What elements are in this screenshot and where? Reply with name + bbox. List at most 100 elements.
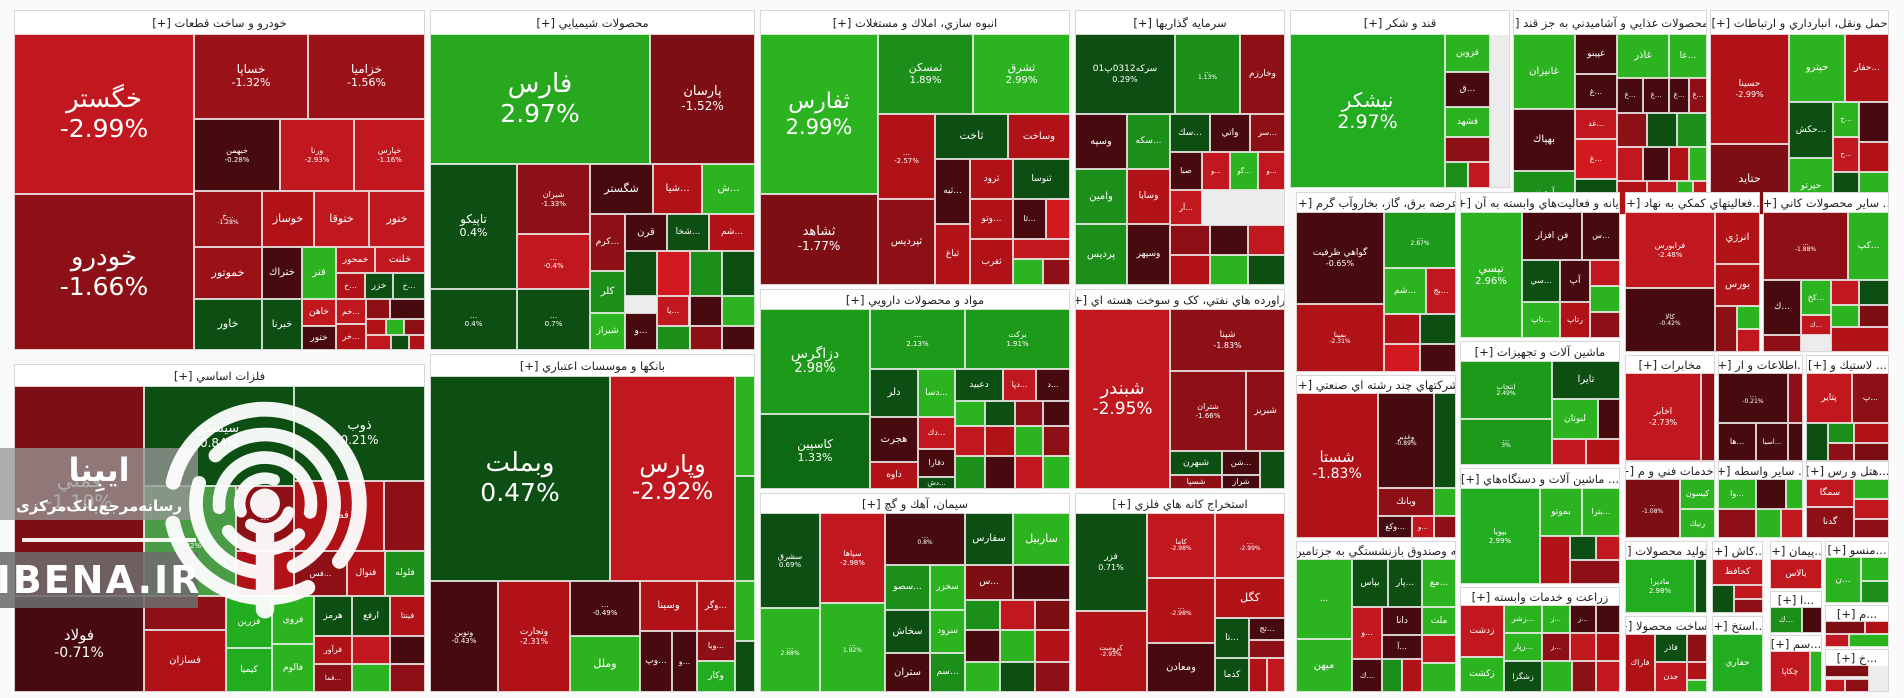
tile-symbol[interactable]: رنيك bbox=[1680, 509, 1715, 538]
tile-cell[interactable] bbox=[1013, 239, 1070, 259]
tile-cell[interactable] bbox=[1687, 680, 1707, 692]
tile-symbol[interactable]: داوه bbox=[870, 462, 918, 489]
tile-symbol[interactable]: ... 2.13% bbox=[870, 309, 965, 369]
tile-cell[interactable] bbox=[955, 426, 985, 456]
tile-symbol[interactable]: شبندر -2.95% bbox=[1075, 309, 1170, 489]
tile-cell[interactable] bbox=[1043, 426, 1070, 456]
tile-symbol[interactable]: خپارس -1.16% bbox=[354, 119, 425, 191]
tile-cell[interactable] bbox=[1000, 630, 1035, 662]
tile-cell[interactable] bbox=[1845, 679, 1869, 692]
tile-symbol[interactable]: قشهد bbox=[1445, 107, 1490, 137]
tile-symbol[interactable]: ختراك bbox=[262, 247, 302, 299]
tile-symbol[interactable]: وبانك bbox=[1378, 488, 1434, 516]
tile-cell[interactable] bbox=[955, 401, 985, 426]
tile-symbol[interactable]: بپاس bbox=[1352, 559, 1388, 607]
tile-cell[interactable] bbox=[1445, 137, 1490, 162]
tile-symbol[interactable]: ...و bbox=[1412, 516, 1434, 538]
tile-symbol[interactable]: رتاپ bbox=[1560, 302, 1590, 338]
tile-symbol[interactable]: پتاير bbox=[1806, 373, 1852, 423]
tile-symbol[interactable]: دزاگرس 2.98% bbox=[760, 309, 870, 414]
tile-symbol[interactable]: ...غ bbox=[1575, 139, 1617, 179]
tile-cell[interactable] bbox=[1590, 260, 1620, 286]
tile-symbol[interactable]: حسينا -2.99% bbox=[1710, 34, 1789, 144]
sector-header-metal-mining[interactable]: استخراج کانه هاي فلزي [+] bbox=[1076, 494, 1284, 514]
tile-cell[interactable] bbox=[386, 319, 404, 335]
tile-symbol[interactable]: ثاخت bbox=[935, 114, 1008, 159]
tile-symbol[interactable]: شيراز bbox=[590, 313, 625, 350]
tile-cell[interactable] bbox=[985, 456, 1015, 489]
tile-symbol[interactable]: زکشت bbox=[1460, 657, 1504, 692]
tile-symbol[interactable]: خزر bbox=[365, 273, 393, 299]
tile-symbol[interactable]: ثشرق 2.99% bbox=[973, 34, 1070, 114]
tile-cell[interactable] bbox=[1825, 665, 1869, 677]
tile-symbol[interactable]: فنوال bbox=[347, 551, 385, 596]
tile-cell[interactable] bbox=[1695, 559, 1707, 613]
tile-cell[interactable] bbox=[1718, 509, 1756, 538]
tile-symbol[interactable]: سخاش bbox=[885, 610, 930, 653]
tile-symbol[interactable]: کاسپين 1.33% bbox=[760, 414, 870, 489]
tile-cell[interactable] bbox=[409, 335, 425, 350]
tile-symbol[interactable]: ...و bbox=[1352, 607, 1382, 659]
tile-cell[interactable] bbox=[1687, 634, 1707, 662]
tile-symbol[interactable]: خاور bbox=[194, 299, 262, 350]
tile-symbol[interactable]: ...شم bbox=[1384, 268, 1426, 314]
tile-symbol[interactable]: بهپاك bbox=[1513, 109, 1575, 171]
tile-symbol[interactable]: کالا -0.42% bbox=[1625, 288, 1715, 352]
tile-cell[interactable] bbox=[1617, 147, 1643, 181]
tile-symbol[interactable]: ميهن bbox=[1296, 639, 1352, 692]
tile-symbol[interactable]: جدن bbox=[1655, 662, 1687, 692]
tile-symbol[interactable]: ...آ bbox=[1382, 635, 1422, 659]
tile-symbol[interactable]: فصبا bbox=[294, 481, 384, 551]
tile-symbol[interactable]: ... -2.57% bbox=[878, 114, 935, 199]
tile-symbol[interactable]: ...دش bbox=[918, 477, 955, 489]
tile-cell[interactable] bbox=[965, 662, 1000, 692]
tile-symbol[interactable]: انرژي bbox=[1715, 212, 1760, 264]
tile-cell[interactable] bbox=[1715, 306, 1737, 352]
tile-symbol[interactable]: ...ن bbox=[1825, 557, 1861, 603]
tile-symbol[interactable]: فروي bbox=[272, 596, 314, 644]
tile-cell[interactable] bbox=[1596, 605, 1620, 633]
tile-symbol[interactable]: حپترو bbox=[1789, 34, 1845, 102]
tile-cell[interactable] bbox=[1249, 640, 1285, 658]
tile-cell[interactable] bbox=[1701, 373, 1715, 461]
tile-cell[interactable] bbox=[1854, 479, 1889, 499]
tile-symbol[interactable]: ماديرا 2.98% bbox=[1625, 559, 1695, 613]
tile-symbol[interactable]: وسپه bbox=[1075, 114, 1127, 169]
tile-symbol[interactable]: سفارس bbox=[965, 513, 1013, 565]
tile-cell[interactable] bbox=[404, 319, 425, 335]
tile-cell[interactable] bbox=[735, 581, 755, 641]
tile-symbol[interactable]: ... -2.99% bbox=[1215, 513, 1285, 578]
sector-header-pharma[interactable]: مواد و محصولات دارويي [+] bbox=[761, 290, 1069, 310]
tile-symbol[interactable]: سخزر bbox=[930, 565, 965, 610]
tile-cell[interactable] bbox=[1859, 102, 1889, 142]
tile-cell[interactable] bbox=[1267, 658, 1285, 692]
tile-cell[interactable] bbox=[1687, 662, 1707, 680]
sector-header-exchange-aux[interactable]: ...فعاليتهاي کمکي به نهاد [+] bbox=[1626, 193, 1759, 213]
tile-symbol[interactable]: هرمز bbox=[314, 596, 352, 636]
tile-symbol[interactable]: فزر 0.71% bbox=[1075, 513, 1147, 611]
tile-cell[interactable] bbox=[965, 630, 1000, 662]
tile-cell[interactable] bbox=[1859, 280, 1889, 305]
tile-symbol[interactable]: غپينو bbox=[1575, 34, 1617, 74]
sector-header-oil-extraction[interactable]: ...استخ [+] bbox=[1713, 617, 1762, 635]
tile-symbol[interactable]: سرود bbox=[930, 610, 965, 653]
tile-symbol[interactable]: ...ك bbox=[1770, 607, 1802, 633]
tile-symbol[interactable]: ...خم bbox=[336, 299, 366, 324]
tile-symbol[interactable]: ...مع bbox=[1422, 559, 1456, 607]
sector-header-food-products[interactable]: ...محصولات غذايي و آشاميدني به جز قند [+… bbox=[1514, 11, 1706, 35]
tile-symbol[interactable]: ...خ -1.28% bbox=[194, 191, 262, 247]
tile-symbol[interactable]: وخارزم bbox=[1240, 34, 1285, 114]
tile-symbol[interactable]: فنر bbox=[302, 247, 336, 299]
tile-symbol[interactable]: ...کپ bbox=[1848, 212, 1889, 280]
tile-symbol[interactable]: ...و bbox=[625, 313, 657, 350]
tile-cell[interactable] bbox=[1248, 255, 1285, 285]
tile-cell[interactable] bbox=[1831, 305, 1859, 327]
tile-symbol[interactable]: شبريز bbox=[1246, 371, 1285, 451]
tile-cell[interactable] bbox=[722, 326, 755, 350]
tile-symbol[interactable]: ...اسيا bbox=[1756, 423, 1788, 461]
tile-cell[interactable] bbox=[1861, 581, 1889, 603]
tile-symbol[interactable]: ...د bbox=[1036, 369, 1070, 401]
tile-cell[interactable] bbox=[390, 299, 425, 319]
tile-cell[interactable] bbox=[1643, 147, 1669, 181]
tile-symbol[interactable]: ...ح bbox=[1833, 137, 1859, 172]
